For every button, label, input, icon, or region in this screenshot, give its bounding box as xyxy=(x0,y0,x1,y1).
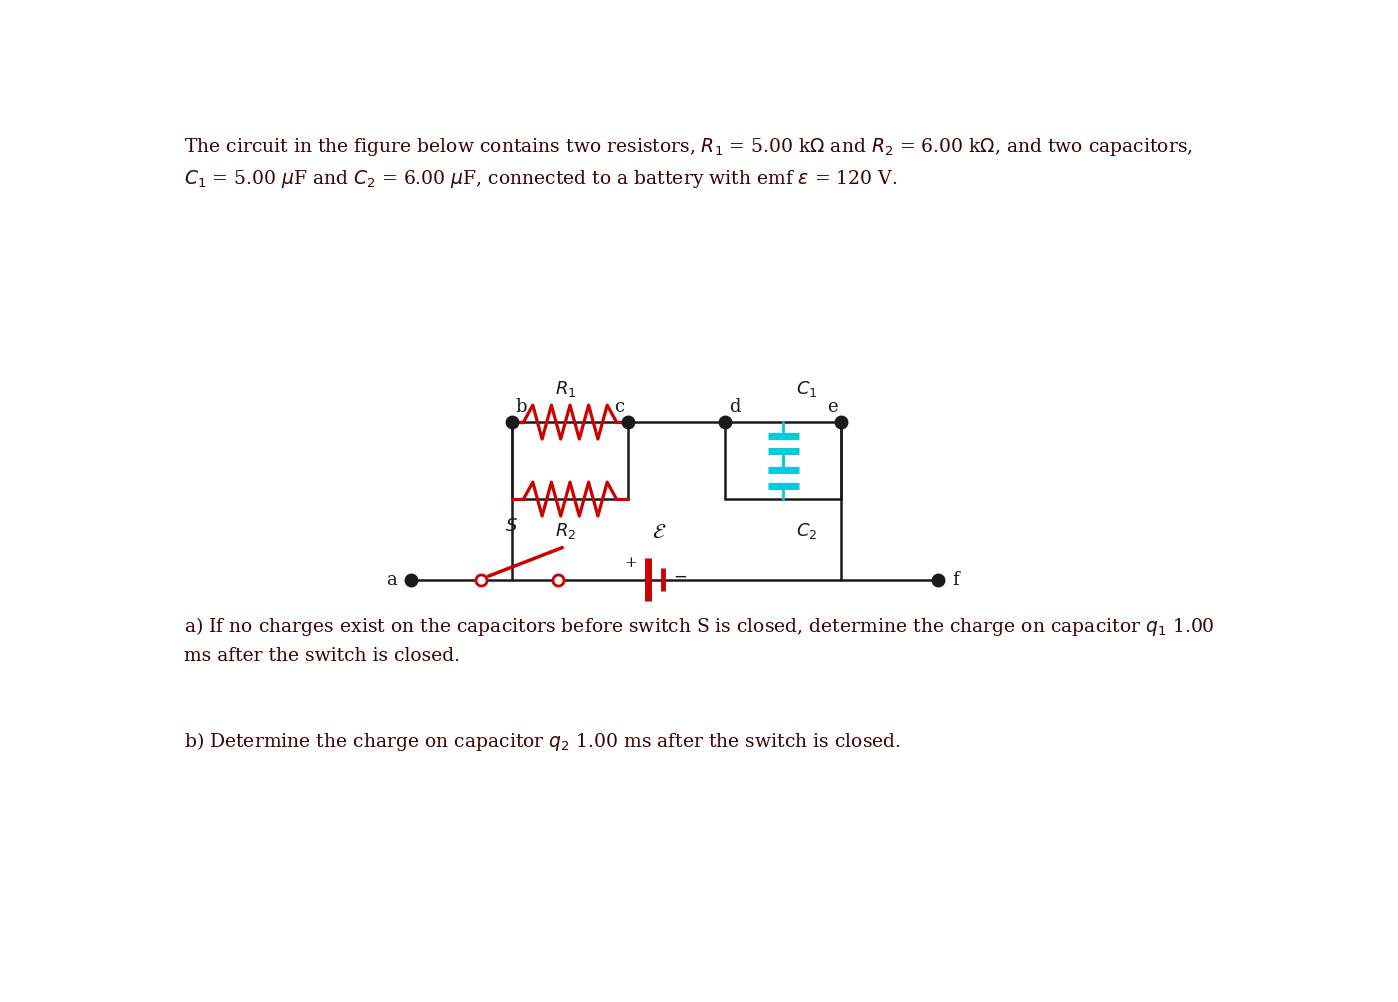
Text: a) If no charges exist on the capacitors before switch S is closed, determine th: a) If no charges exist on the capacitors… xyxy=(185,614,1215,637)
Text: $R_1$: $R_1$ xyxy=(555,379,577,399)
Text: $S$: $S$ xyxy=(506,517,519,535)
Text: ms after the switch is closed.: ms after the switch is closed. xyxy=(185,647,460,665)
Text: The circuit in the figure below contains two resistors, $R_1$ = 5.00 k$\Omega$ a: The circuit in the figure below contains… xyxy=(185,135,1192,157)
Text: $-$: $-$ xyxy=(672,567,688,584)
Text: c: c xyxy=(614,398,625,416)
Text: a: a xyxy=(386,571,397,589)
Text: $C_2$: $C_2$ xyxy=(795,521,816,541)
Text: +: + xyxy=(624,556,637,570)
Text: $C_1$ = 5.00 $\mu$F and $C_2$ = 6.00 $\mu$F, connected to a battery with emf $\v: $C_1$ = 5.00 $\mu$F and $C_2$ = 6.00 $\m… xyxy=(185,168,898,190)
Text: e: e xyxy=(826,398,837,416)
Text: d: d xyxy=(728,398,741,416)
Text: $\mathcal{E}$: $\mathcal{E}$ xyxy=(651,522,667,541)
Text: b) Determine the charge on capacitor $q_2$ 1.00 ms after the switch is closed.: b) Determine the charge on capacitor $q_… xyxy=(185,730,900,754)
Text: f: f xyxy=(952,571,959,589)
Text: $R_2$: $R_2$ xyxy=(555,521,577,541)
Text: $C_1$: $C_1$ xyxy=(795,379,816,399)
Text: b: b xyxy=(516,398,527,416)
